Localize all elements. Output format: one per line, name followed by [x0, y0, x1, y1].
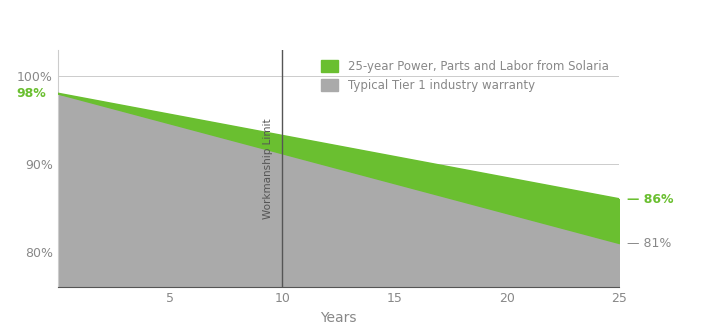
- Text: Comprehensive 25-Year Warranty: Comprehensive 25-Year Warranty: [14, 14, 408, 34]
- Text: — 86%: — 86%: [627, 193, 674, 206]
- Text: — 81%: — 81%: [627, 237, 672, 249]
- Text: 98%: 98%: [17, 87, 46, 100]
- Legend: 25-year Power, Parts and Labor from Solaria, Typical Tier 1 industry warranty: 25-year Power, Parts and Labor from Sola…: [316, 55, 613, 97]
- X-axis label: Years: Years: [320, 311, 356, 324]
- Text: Workmanship Limit: Workmanship Limit: [264, 118, 274, 218]
